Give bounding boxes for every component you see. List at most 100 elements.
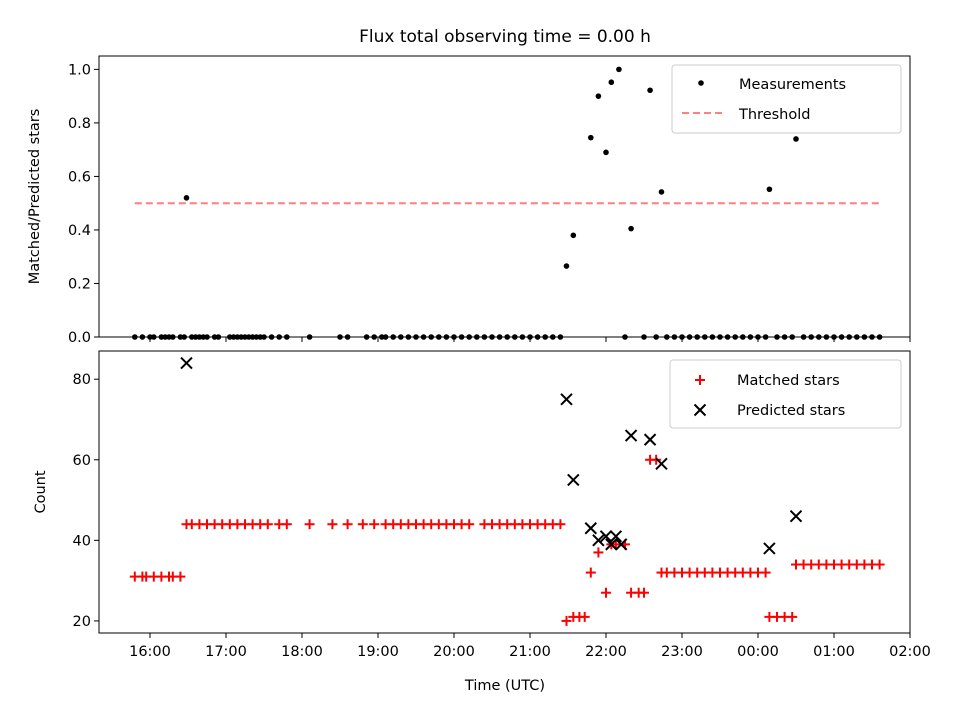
legend-predicted-label: Predicted stars xyxy=(737,403,845,419)
measurement-point xyxy=(823,334,830,340)
predicted-star-point xyxy=(763,542,776,555)
measurement-point xyxy=(458,334,465,340)
measurement-point xyxy=(428,334,435,340)
measurement-point xyxy=(183,195,190,201)
matched-star-point xyxy=(357,519,368,530)
measurement-point xyxy=(808,334,814,340)
measurement-point xyxy=(724,334,731,340)
measurement-point xyxy=(170,334,176,340)
predicted-star-point xyxy=(789,509,803,523)
measurement-point xyxy=(694,334,700,340)
measurement-point xyxy=(762,334,769,340)
measurement-point xyxy=(519,334,526,340)
matched-star-point xyxy=(760,567,771,578)
measurement-point xyxy=(337,334,343,340)
x-tick-label: 18:00 xyxy=(281,644,323,660)
x-tick-label: 21:00 xyxy=(509,644,551,660)
x-tick-label: 01:00 xyxy=(813,644,855,660)
measurement-point xyxy=(398,334,404,340)
x-tick-label: 17:00 xyxy=(205,644,247,660)
measurement-point xyxy=(405,334,412,340)
top-y-tick-label: 1.0 xyxy=(68,62,91,78)
measurement-point xyxy=(276,334,283,340)
predicted-star-point xyxy=(614,538,628,551)
bottom-y-tick-label: 20 xyxy=(73,614,91,630)
measurement-point xyxy=(595,93,602,99)
measurement-point xyxy=(382,334,389,340)
matched-star-point xyxy=(585,567,596,578)
measurement-point xyxy=(557,334,564,340)
measurement-point xyxy=(616,66,622,73)
measurement-point xyxy=(132,334,138,340)
matched-star-point xyxy=(281,519,292,530)
measurement-point xyxy=(481,334,488,340)
measurement-point xyxy=(831,334,837,340)
measurement-point xyxy=(653,334,659,340)
measurement-point xyxy=(436,334,442,340)
measurement-point xyxy=(816,334,822,340)
measurement-point xyxy=(504,334,511,340)
bottom-panel: 20 40 60 80 16:00 17:00 18:00 19:00 20:00 21:00 22… xyxy=(33,350,931,660)
measurement-point xyxy=(588,134,594,141)
measurement-point xyxy=(861,334,868,340)
x-tick-label: 22:00 xyxy=(585,644,627,660)
measurement-point xyxy=(181,334,187,340)
measurement-point xyxy=(139,334,146,340)
legend-predicted-marker xyxy=(693,403,707,417)
measurement-point xyxy=(550,334,556,340)
predicted-star-point xyxy=(567,473,580,487)
measurement-point xyxy=(622,334,628,340)
legend-threshold-label: Threshold xyxy=(738,107,810,123)
bottom-axes-frame xyxy=(98,350,911,634)
measurement-point xyxy=(838,334,845,340)
measurement-point xyxy=(151,334,157,340)
matched-star-point xyxy=(874,559,885,570)
measurement-point xyxy=(413,334,419,340)
measurement-point xyxy=(261,334,267,340)
measurement-point xyxy=(740,334,746,340)
matched-star-point xyxy=(555,519,566,530)
matched-star-point xyxy=(304,519,315,530)
legend-measurements-marker xyxy=(698,80,704,86)
x-axis-label: Time (UTC) xyxy=(464,678,545,694)
legend-matched-marker xyxy=(695,375,705,385)
measurement-point xyxy=(658,189,665,195)
measurement-point xyxy=(306,334,313,340)
measurement-point xyxy=(846,334,852,340)
measurement-point xyxy=(563,263,570,269)
measurement-point xyxy=(268,334,275,340)
measurement-point xyxy=(512,334,518,340)
measurement-point xyxy=(800,334,807,340)
measurement-point xyxy=(766,186,773,193)
measurement-point xyxy=(363,334,370,340)
matched-star-point xyxy=(639,587,649,598)
measurement-point xyxy=(204,334,210,340)
measurement-point xyxy=(284,334,290,340)
matched-star-point xyxy=(787,611,798,622)
measurement-point xyxy=(420,334,427,340)
measurement-point xyxy=(608,79,615,86)
predicted-star-point xyxy=(592,534,605,547)
measurement-point xyxy=(732,334,738,340)
measurement-point xyxy=(789,334,795,340)
x-tick-label: 02:00 xyxy=(889,644,931,660)
predicted-star-point xyxy=(609,530,623,543)
measurement-point xyxy=(527,334,533,340)
top-panel: 0.0 0.2 0.4 0.6 0.8 1.0 Matched/Predicted star… xyxy=(27,55,911,346)
top-y-tick-label: 0.6 xyxy=(68,169,91,185)
matched-star-point xyxy=(579,611,590,622)
measurement-point xyxy=(876,334,883,340)
matched-star-point xyxy=(369,519,380,530)
top-y-tick-label: 0.0 xyxy=(68,330,91,346)
predicted-star-point xyxy=(584,522,598,535)
measurement-point xyxy=(755,334,761,340)
measurement-point xyxy=(215,334,222,340)
predicted-star-point xyxy=(605,538,618,551)
predicted-star-point xyxy=(655,457,668,471)
measurement-point xyxy=(570,232,577,239)
measurement-point xyxy=(647,87,653,94)
top-y-tick-label: 0.8 xyxy=(68,116,91,132)
measurement-point xyxy=(603,149,609,156)
matched-star-point xyxy=(464,519,475,530)
